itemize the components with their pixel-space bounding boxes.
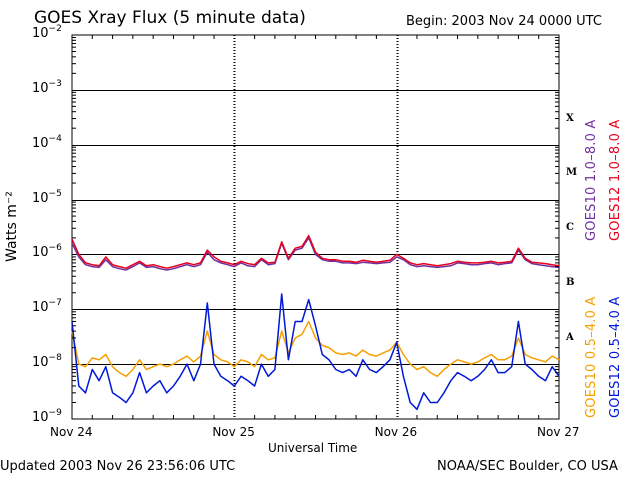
y-tick-label: 10−4 (32, 133, 62, 151)
x-tick-label: Nov 27 (537, 425, 580, 439)
y-axis-title: Watts m⁻² (4, 191, 20, 262)
y-tick-label: 10−2 (32, 24, 62, 41)
credit-label: NOAA/SEC Boulder, CO USA (437, 459, 618, 474)
x-tick-label: Nov 26 (374, 425, 418, 439)
legend-goes10-short: GOES10 0.5–4.0 A (584, 296, 599, 418)
series-goes10-0-5-4-0-a (71, 320, 560, 378)
day-divider-layer (233, 35, 399, 419)
series-goes12-0-5-4-0-a (71, 293, 560, 411)
tick-layer (72, 35, 559, 419)
legend-goes12-long: GOES12 1.0–8.0 A (608, 119, 623, 241)
y-tick-label: 10−5 (32, 188, 62, 206)
y-tick-label: 10−8 (32, 353, 62, 371)
flare-class-label: A (566, 331, 574, 343)
flare-class-label: X (566, 112, 574, 124)
chart-title: GOES Xray Flux (5 minute data) (34, 8, 306, 28)
series-goes12-1-0-8-0-a (71, 234, 560, 269)
legend-goes10-long: GOES10 1.0–8.0 A (584, 119, 599, 241)
begin-time-label: Begin: 2003 Nov 24 0000 UTC (406, 14, 602, 29)
y-tick-label: 10−6 (32, 243, 62, 261)
y-tick-label: 10−7 (32, 298, 62, 316)
x-tick-label: Nov 24 (50, 425, 93, 439)
updated-timestamp: Updated 2003 Nov 26 23:56:06 UTC (0, 459, 236, 474)
x-tick-label: Nov 25 (212, 425, 255, 439)
plot-frame (71, 34, 560, 420)
flare-class-label: C (566, 222, 574, 234)
flare-class-label: M (566, 167, 578, 179)
flare-class-label: B (566, 277, 575, 289)
y-tick-label: 10−9 (32, 408, 62, 425)
grid-layer (72, 90, 559, 365)
legend-goes12-short: GOES12 0.5–4.0 A (608, 296, 623, 418)
series-layer (71, 234, 560, 411)
y-tick-label: 10−3 (32, 78, 62, 96)
x-axis-title: Universal Time (268, 441, 358, 455)
series-goes10-1-0-8-0-a (71, 237, 560, 271)
